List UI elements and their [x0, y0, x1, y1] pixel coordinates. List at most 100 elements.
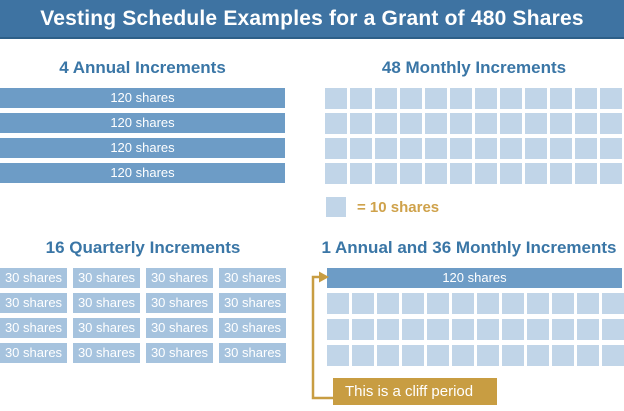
- cliff-monthly-square: [477, 319, 499, 340]
- cliff-monthly-square: [527, 293, 549, 314]
- cliff-monthly-square: [327, 319, 349, 340]
- quarterly-cells-grid: 30 shares 30 shares 30 shares 30 shares 30 s…: [0, 268, 286, 363]
- monthly-increment-square: [350, 138, 372, 159]
- monthly-increment-square: [475, 163, 497, 184]
- title-bar: Vesting Schedule Examples for a Grant of…: [0, 0, 624, 39]
- quarterly-increment-cell: 30 shares: [73, 268, 140, 288]
- quarterly-increment-cell: 30 shares: [146, 293, 213, 313]
- monthly-increment-square: [325, 88, 347, 109]
- monthly-increment-square: [600, 88, 622, 109]
- cliff-monthly-square: [427, 319, 449, 340]
- panel-monthly: 48 Monthly Increments: [325, 54, 623, 184]
- cliff-monthly-square: [327, 345, 349, 366]
- monthly-increment-square: [450, 113, 472, 134]
- panel-quarterly-heading: 16 Quarterly Increments: [45, 238, 241, 257]
- monthly-increment-square: [375, 163, 397, 184]
- monthly-increment-square: [500, 88, 522, 109]
- quarterly-increment-cell: 30 shares: [0, 293, 67, 313]
- panel-cliff-heading: 1 Annual and 36 Monthly Increments: [321, 238, 617, 257]
- cliff-monthly-square: [352, 319, 374, 340]
- cliff-monthly-square: [602, 319, 624, 340]
- monthly-increment-square: [600, 163, 622, 184]
- monthly-increment-square: [600, 138, 622, 159]
- monthly-increment-square: [400, 88, 422, 109]
- monthly-increment-square: [400, 138, 422, 159]
- monthly-increment-square: [450, 138, 472, 159]
- cliff-monthly-square: [527, 345, 549, 366]
- quarterly-increment-cell: 30 shares: [146, 343, 213, 363]
- cliff-monthly-square: [352, 293, 374, 314]
- monthly-increment-square: [425, 88, 447, 109]
- monthly-increment-square: [325, 113, 347, 134]
- cliff-monthly-square: [502, 293, 524, 314]
- quarterly-increment-cell: 30 shares: [73, 318, 140, 338]
- panel-monthly-heading: 48 Monthly Increments: [381, 58, 567, 77]
- monthly-increment-square: [575, 138, 597, 159]
- cliff-monthly-square: [327, 293, 349, 314]
- annual-bars: 120 shares 120 shares 120 shares 120 shares: [0, 88, 285, 183]
- monthly-increment-square: [500, 113, 522, 134]
- quarterly-increment-cell: 30 shares: [0, 343, 67, 363]
- quarterly-increment-cell: 30 shares: [146, 268, 213, 288]
- monthly-increment-square: [525, 163, 547, 184]
- quarterly-increment-cell: 30 shares: [146, 318, 213, 338]
- monthly-increment-square: [475, 113, 497, 134]
- monthly-increment-square: [425, 163, 447, 184]
- quarterly-increment-cell: 30 shares: [219, 318, 286, 338]
- monthly-increment-square: [375, 138, 397, 159]
- annual-increment-bar: 120 shares: [0, 113, 285, 133]
- quarterly-increment-cell: 30 shares: [73, 293, 140, 313]
- cliff-monthly-square: [352, 345, 374, 366]
- cliff-monthly-square: [402, 345, 424, 366]
- cliff-monthly-square: [552, 345, 574, 366]
- cliff-monthly-square: [552, 293, 574, 314]
- cliff-monthly-square: [402, 293, 424, 314]
- cliff-monthly-square: [377, 319, 399, 340]
- legend: = 10 shares: [326, 197, 439, 217]
- monthly-increment-square: [500, 138, 522, 159]
- cliff-monthly-square: [577, 345, 599, 366]
- annual-increment-bar: 120 shares: [0, 138, 285, 158]
- cliff-callout-arrow: [311, 271, 333, 400]
- cliff-monthly-square: [502, 345, 524, 366]
- monthly-increment-square: [500, 163, 522, 184]
- monthly-increment-square: [375, 88, 397, 109]
- monthly-increment-square: [450, 163, 472, 184]
- cliff-monthly-squares-grid: [327, 293, 624, 366]
- monthly-increment-square: [550, 113, 572, 134]
- panel-annual: 4 Annual Increments 120 shares 120 shares…: [0, 54, 285, 188]
- monthly-increment-square: [350, 113, 372, 134]
- quarterly-increment-cell: 30 shares: [73, 343, 140, 363]
- monthly-increment-square: [550, 88, 572, 109]
- monthly-increment-square: [575, 113, 597, 134]
- monthly-increment-square: [375, 113, 397, 134]
- cliff-monthly-square: [527, 319, 549, 340]
- monthly-increment-square: [600, 113, 622, 134]
- monthly-increment-square: [475, 88, 497, 109]
- monthly-increment-square: [350, 88, 372, 109]
- cliff-monthly-square: [377, 345, 399, 366]
- cliff-monthly-square: [452, 319, 474, 340]
- cliff-annual-bar: 120 shares: [327, 268, 622, 288]
- monthly-increment-square: [550, 138, 572, 159]
- cliff-monthly-square: [402, 319, 424, 340]
- legend-label: = 10 shares: [357, 198, 440, 216]
- cliff-monthly-square: [477, 345, 499, 366]
- quarterly-increment-cell: 30 shares: [0, 318, 67, 338]
- monthly-increment-square: [525, 88, 547, 109]
- monthly-increment-square: [400, 163, 422, 184]
- monthly-increment-square: [575, 88, 597, 109]
- monthly-squares-grid: [325, 88, 623, 184]
- cliff-callout-box: This is a cliff period: [333, 378, 497, 405]
- cliff-monthly-square: [427, 293, 449, 314]
- monthly-increment-square: [450, 88, 472, 109]
- annual-increment-bar: 120 shares: [0, 163, 285, 183]
- cliff-monthly-square: [377, 293, 399, 314]
- monthly-increment-square: [325, 163, 347, 184]
- monthly-increment-square: [525, 138, 547, 159]
- quarterly-increment-cell: 30 shares: [219, 268, 286, 288]
- monthly-increment-square: [575, 163, 597, 184]
- monthly-increment-square: [325, 138, 347, 159]
- slide-title: Vesting Schedule Examples for a Grant of…: [40, 6, 584, 30]
